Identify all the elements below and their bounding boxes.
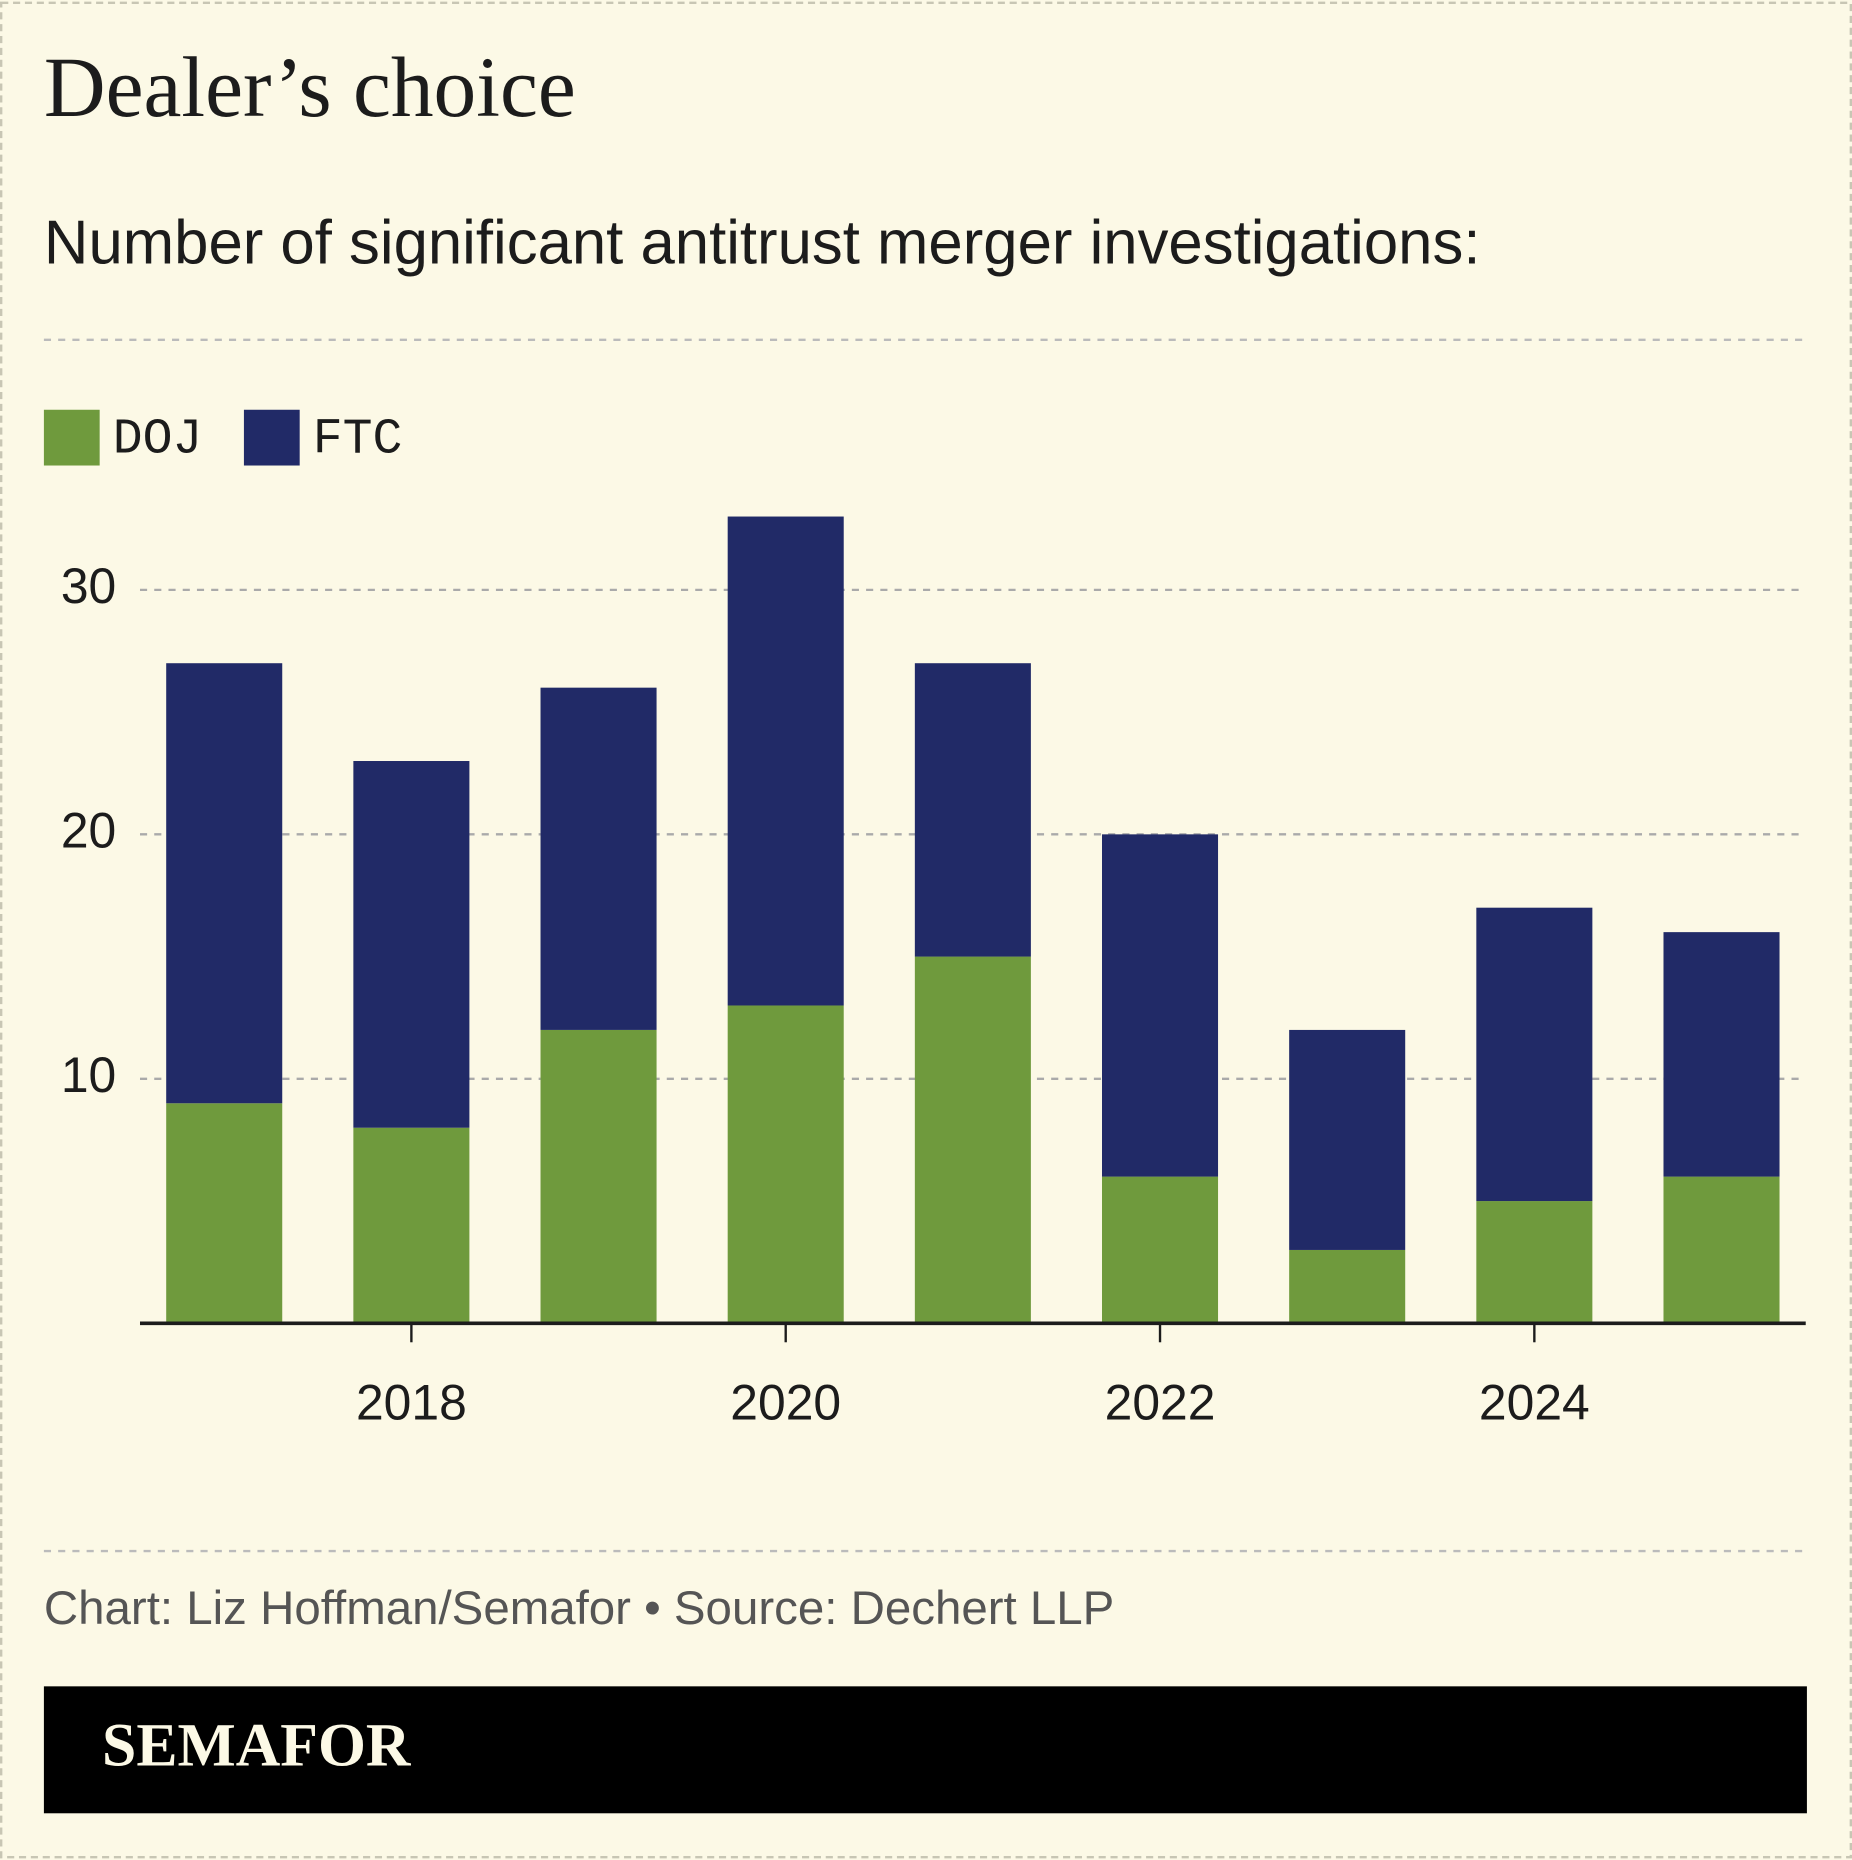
bar-segment [727, 1005, 844, 1324]
legend-swatch [243, 409, 300, 466]
bar-segment [1476, 907, 1593, 1202]
bar-segment [353, 761, 470, 1128]
x-tick-label: 2024 [1479, 1375, 1590, 1431]
source: Chart: Liz Hoffman/Semafor • Source: Dec… [44, 1582, 1114, 1635]
y-tick-label: 10 [61, 1047, 116, 1103]
bar-segment [1476, 1201, 1593, 1324]
x-tick-label: 2022 [1105, 1375, 1216, 1431]
bar-segment [1663, 1176, 1780, 1324]
bar-segment [1102, 1176, 1219, 1324]
footer-bar [43, 1686, 1807, 1814]
bar-segment [353, 1127, 470, 1324]
chart-title: Dealer’s choice [44, 41, 576, 135]
y-tick-label: 30 [61, 558, 116, 614]
bar-segment [1289, 1029, 1406, 1250]
bar-segment [1289, 1249, 1406, 1324]
brand: SEMAFOR [102, 1712, 412, 1780]
bar-segment [540, 687, 657, 1030]
x-tick-label: 2020 [730, 1375, 841, 1431]
bar-segment [540, 1029, 657, 1324]
legend-label: FTC [313, 412, 403, 468]
y-tick-label: 20 [61, 803, 116, 859]
bar-segment [727, 516, 844, 1006]
bar-segment [1663, 932, 1780, 1177]
bar-segment [166, 1103, 283, 1324]
legend-label: DOJ [113, 412, 203, 468]
bar-segment [914, 956, 1031, 1324]
x-tick-label: 2018 [356, 1375, 467, 1431]
chart-subtitle: Number of significant antitrust merger i… [44, 209, 1481, 278]
legend-swatch [43, 409, 100, 466]
bar-segment [166, 663, 283, 1104]
bar-segment [1102, 834, 1219, 1177]
bar-segment [914, 663, 1031, 957]
